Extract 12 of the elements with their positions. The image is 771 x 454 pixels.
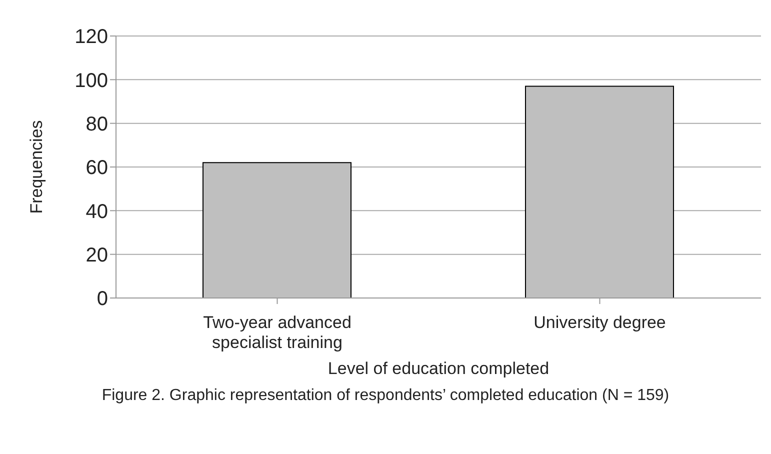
- y-axis-title: Frequencies: [27, 120, 46, 214]
- x-axis-title: Level of education completed: [328, 359, 550, 378]
- y-tick-label: 80: [86, 113, 108, 136]
- y-tick-label: 0: [96, 288, 108, 310]
- y-tick-label: 40: [86, 200, 108, 223]
- y-tick-label: 120: [74, 26, 108, 48]
- x-tick-label: University degree: [534, 313, 666, 332]
- y-tick-label: 100: [74, 70, 108, 92]
- y-tick-label: 60: [86, 157, 108, 180]
- y-tick-label: 20: [86, 244, 108, 266]
- caption: Figure 2. Graphic representation of respondents’ completed education (N = 159): [100, 387, 670, 405]
- x-tick-label: Two-year advanced specialist training: [203, 313, 352, 352]
